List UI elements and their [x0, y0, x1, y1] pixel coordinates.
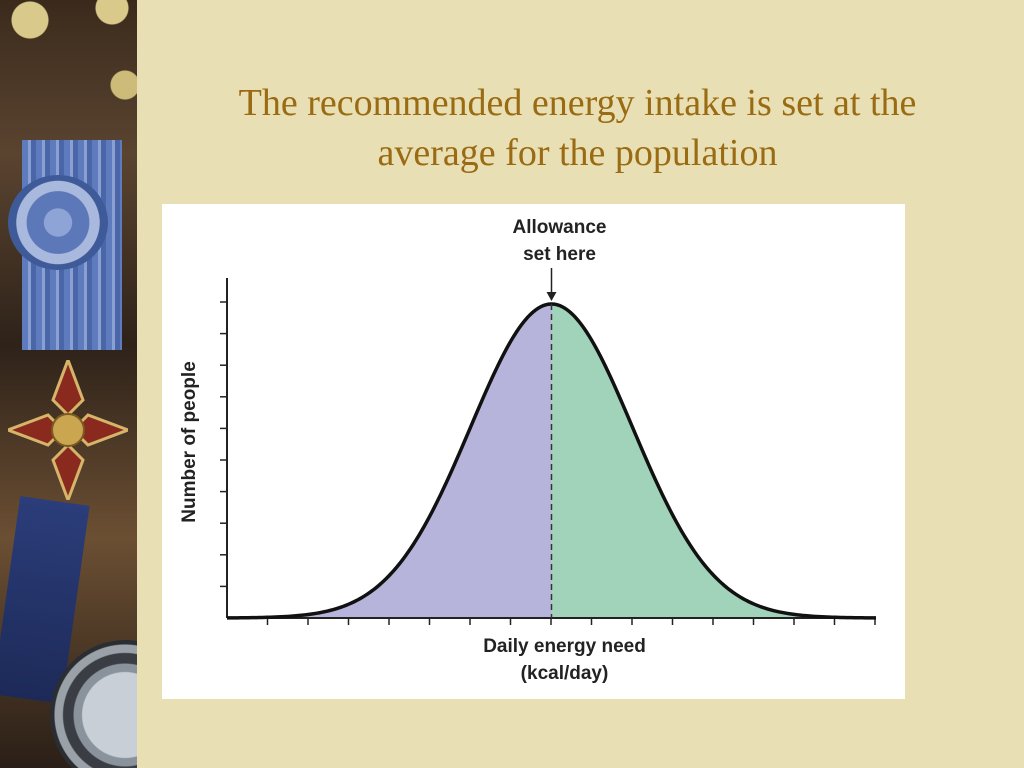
area-series-1 — [227, 304, 552, 618]
rosette-decoration — [8, 175, 108, 270]
annotation-label-line-1: Allowance — [513, 217, 607, 238]
slide-title: The recommended energy intake is set at … — [160, 78, 995, 178]
x-axis-label-line-1: Daily energy need — [483, 636, 646, 657]
x-axis-label-line-2: (kcal/day) — [521, 663, 609, 684]
area-series-2 — [551, 304, 876, 618]
cross-medal-decoration — [8, 360, 128, 500]
title-line-1: The recommended energy intake is set at … — [238, 82, 917, 124]
y-axis-label: Number of people — [179, 361, 200, 523]
decorative-medals-strip — [0, 0, 137, 768]
annotation-arrowhead — [546, 292, 557, 301]
annotation-label-line-2: set here — [523, 244, 596, 265]
title-line-2: average for the population — [377, 132, 778, 174]
chart-panel: Allowance set here Daily energy need (kc… — [162, 204, 905, 699]
bell-curve-chart: Allowance set here Daily energy need (kc… — [179, 217, 877, 684]
